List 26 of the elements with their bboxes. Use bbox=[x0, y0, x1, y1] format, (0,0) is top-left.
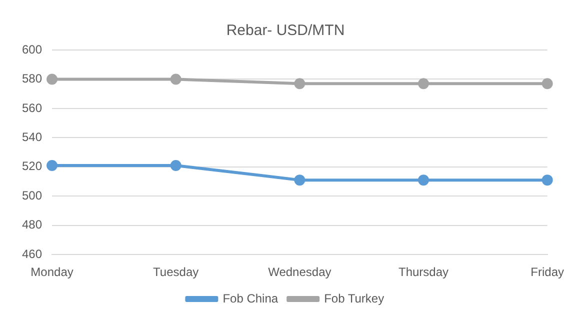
legend-label: Fob China bbox=[222, 291, 278, 306]
y-tick-label: 520 bbox=[22, 159, 42, 174]
chart-title: Rebar- USD/MTN bbox=[226, 22, 345, 40]
x-tick-label: Wednesday bbox=[268, 265, 332, 280]
point bbox=[46, 160, 58, 171]
point bbox=[170, 160, 182, 171]
legend-label: Fob Turkey bbox=[324, 291, 384, 306]
y-tick-label: 560 bbox=[22, 100, 42, 115]
x-tick-label: Thursday bbox=[398, 265, 449, 280]
y-tick-label: 540 bbox=[22, 130, 42, 144]
point bbox=[418, 174, 430, 186]
point bbox=[294, 174, 306, 186]
point bbox=[170, 74, 182, 85]
y-tick-label: 580 bbox=[22, 72, 42, 86]
y-tick-label: 500 bbox=[22, 188, 42, 202]
y-tick-label: 600 bbox=[22, 42, 42, 56]
point bbox=[46, 74, 58, 85]
point bbox=[542, 174, 553, 186]
x-tick-label: Friday bbox=[530, 265, 564, 280]
x-tick-label: Tuesday bbox=[153, 265, 199, 280]
y-tick-label: 480 bbox=[22, 218, 42, 232]
point bbox=[294, 78, 306, 90]
point bbox=[418, 78, 430, 90]
x-tick-label: Monday bbox=[30, 265, 74, 280]
point bbox=[542, 78, 553, 90]
y-tick-label: 460 bbox=[22, 246, 42, 261]
